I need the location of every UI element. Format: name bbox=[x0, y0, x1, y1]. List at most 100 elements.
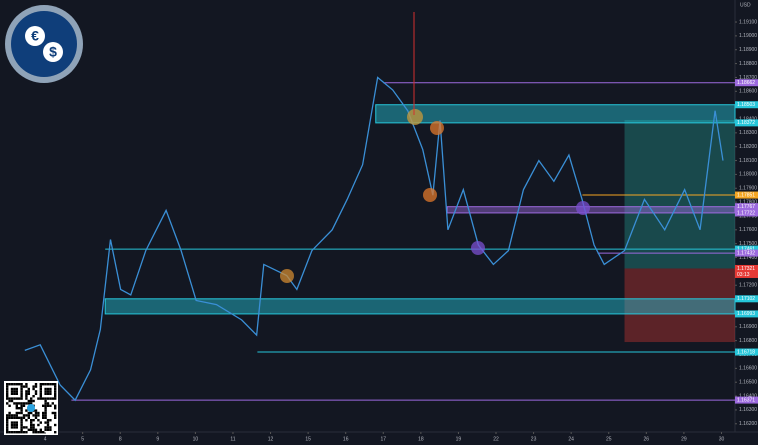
qr-module bbox=[13, 390, 16, 393]
qr-module bbox=[20, 426, 23, 429]
qr-module bbox=[20, 402, 23, 405]
qr-module bbox=[25, 390, 28, 393]
qr-module bbox=[6, 423, 9, 427]
price-tag bbox=[735, 203, 758, 211]
qr-module bbox=[8, 383, 11, 386]
y-tick-label: 1.19000 bbox=[739, 33, 757, 39]
qr-module bbox=[46, 387, 50, 391]
qr-module bbox=[46, 392, 50, 395]
qr-module bbox=[20, 419, 23, 422]
qr-module bbox=[46, 397, 50, 400]
marker bbox=[430, 121, 444, 135]
price-tag-label: 1.16993 bbox=[737, 311, 755, 317]
qr-module bbox=[8, 397, 11, 400]
x-tick-label: 17 bbox=[381, 436, 387, 442]
y-tick-label: 1.16900 bbox=[739, 324, 757, 330]
zone bbox=[104, 298, 736, 315]
qr-module bbox=[54, 383, 57, 386]
qr-module bbox=[54, 385, 57, 388]
qr-module bbox=[54, 387, 57, 391]
logo-coin bbox=[43, 42, 63, 62]
annotations bbox=[280, 109, 590, 283]
qr-module bbox=[54, 416, 57, 419]
logo-euro: € bbox=[31, 28, 39, 44]
qr-module bbox=[6, 414, 9, 417]
qr-module bbox=[13, 387, 16, 391]
qr-module bbox=[22, 402, 26, 405]
x-tick-label: 12 bbox=[268, 436, 274, 442]
marker bbox=[407, 109, 423, 125]
marker bbox=[471, 241, 485, 255]
qr-module bbox=[44, 383, 47, 386]
qr-module bbox=[20, 404, 23, 407]
qr-module bbox=[54, 431, 57, 434]
qr-module bbox=[27, 411, 30, 415]
price-tag bbox=[735, 396, 758, 404]
qr-module bbox=[32, 419, 35, 422]
x-tick-label: 26 bbox=[644, 436, 650, 442]
price-tag-label: 1.16371 bbox=[737, 397, 755, 403]
qr-module bbox=[6, 416, 9, 419]
qr-module bbox=[46, 419, 50, 422]
x-tick-label: 4 bbox=[44, 436, 47, 442]
qr-module bbox=[39, 385, 42, 388]
qr-module bbox=[27, 390, 30, 393]
qr-module bbox=[34, 416, 38, 419]
y-tick-label: 1.18600 bbox=[739, 89, 757, 95]
price-tag-label: 1.17461 bbox=[737, 246, 755, 252]
price-tag-label: 1.18662 bbox=[737, 80, 755, 86]
y-tick-label: 1.17200 bbox=[739, 283, 757, 289]
stop-zone bbox=[624, 268, 735, 343]
qr-module bbox=[30, 402, 33, 405]
qr-module bbox=[6, 428, 9, 431]
qr-code bbox=[4, 381, 58, 435]
x-tick-label: 8 bbox=[119, 436, 122, 442]
qr-module bbox=[30, 419, 33, 422]
qr-module bbox=[49, 390, 52, 393]
price-tag bbox=[735, 310, 758, 318]
x-tick-label: 22 bbox=[493, 436, 499, 442]
qr-module bbox=[39, 395, 42, 398]
qr-module bbox=[34, 383, 38, 386]
qr-module bbox=[27, 392, 30, 395]
qr-module bbox=[46, 421, 50, 424]
qr-module bbox=[34, 392, 38, 395]
price-tag bbox=[735, 264, 758, 278]
qr-module bbox=[44, 411, 47, 415]
qr-module bbox=[22, 426, 26, 429]
marker bbox=[576, 201, 590, 215]
y-tick-label: 1.16600 bbox=[739, 366, 757, 372]
qr-module bbox=[46, 423, 50, 427]
x-tick-label: 10 bbox=[193, 436, 199, 442]
price-tag-label: 1.16718 bbox=[737, 349, 755, 355]
qr-module bbox=[13, 421, 16, 424]
qr-module bbox=[6, 392, 9, 395]
qr-module bbox=[39, 392, 42, 395]
qr-module bbox=[44, 421, 47, 424]
qr-module bbox=[10, 392, 14, 395]
qr-module bbox=[49, 426, 52, 429]
qr-module bbox=[15, 426, 18, 429]
qr-module bbox=[42, 383, 45, 386]
qr-module bbox=[32, 428, 35, 431]
qr-module bbox=[15, 397, 18, 400]
qr-module bbox=[34, 390, 38, 393]
qr-module bbox=[13, 383, 16, 386]
qr-module bbox=[54, 397, 57, 400]
price-tag-label: 1.17102 bbox=[737, 296, 755, 302]
qr-module bbox=[20, 421, 23, 424]
qr-module bbox=[51, 402, 54, 405]
qr-module bbox=[18, 402, 21, 405]
qr-module bbox=[6, 421, 9, 424]
qr-module bbox=[39, 387, 42, 391]
y-tick-label: 1.18000 bbox=[739, 172, 757, 178]
qr-module bbox=[8, 416, 11, 419]
qr-module bbox=[44, 414, 47, 417]
qr-module bbox=[8, 431, 11, 434]
qr-module bbox=[15, 402, 18, 405]
qr-module bbox=[18, 397, 21, 400]
qr-module bbox=[42, 404, 45, 407]
qr-module bbox=[39, 390, 42, 393]
qr-module bbox=[18, 416, 21, 419]
